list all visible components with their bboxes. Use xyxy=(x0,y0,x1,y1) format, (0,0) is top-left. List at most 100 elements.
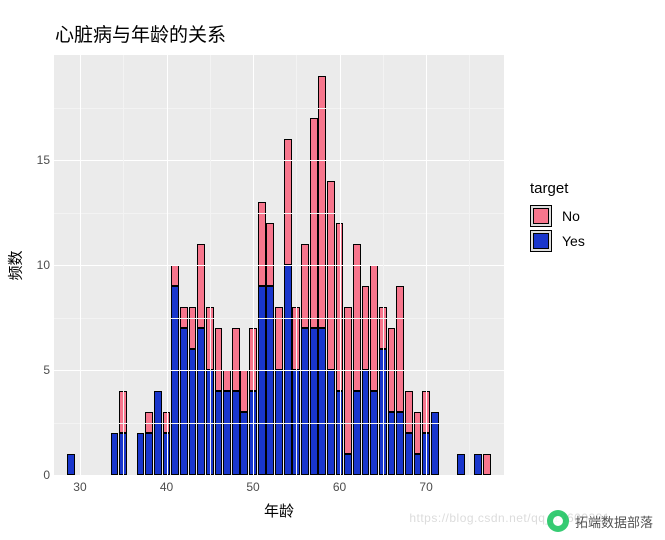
bar-segment-yes xyxy=(232,391,240,475)
bar-segment-no xyxy=(275,307,283,370)
bar-segment-no xyxy=(284,139,292,265)
bar-segment-no xyxy=(405,391,413,433)
bar-segment-no xyxy=(301,244,309,328)
y-tick: 10 xyxy=(32,258,50,272)
bar xyxy=(67,454,75,475)
bar xyxy=(284,139,292,475)
bar-segment-no xyxy=(197,244,205,328)
bar xyxy=(457,454,465,475)
bar xyxy=(474,454,482,475)
x-tick: 50 xyxy=(246,480,259,494)
bar xyxy=(318,76,326,475)
bar-segment-yes xyxy=(258,286,266,475)
bar-segment-yes xyxy=(388,412,396,475)
bar-segment-no xyxy=(171,265,179,286)
bar-segment-no xyxy=(370,265,378,391)
bar xyxy=(301,244,309,475)
x-tick: 70 xyxy=(419,480,432,494)
bar-segment-yes xyxy=(370,391,378,475)
bar xyxy=(258,202,266,475)
bar xyxy=(353,244,361,475)
bar xyxy=(189,307,197,475)
bar-segment-yes xyxy=(396,412,404,475)
legend: target No Yes xyxy=(530,180,585,255)
bar-segment-no xyxy=(310,118,318,328)
bar-segment-no xyxy=(240,370,248,412)
bar-segment-yes xyxy=(171,286,179,475)
legend-swatch-inner-no xyxy=(533,208,549,224)
chart-title: 心脏病与年龄的关系 xyxy=(55,20,226,47)
watermark: 拓端数据部落 xyxy=(547,510,653,532)
y-tick: 15 xyxy=(32,153,50,167)
bar-segment-yes xyxy=(310,328,318,475)
bar-segment-yes xyxy=(145,433,153,475)
bar-segment-no xyxy=(258,202,266,286)
bar-segment-yes xyxy=(197,328,205,475)
watermark-label: 拓端数据部落 xyxy=(575,512,653,531)
bar xyxy=(180,307,188,475)
bar-segment-yes xyxy=(240,412,248,475)
bar-segment-no xyxy=(232,328,240,391)
bar xyxy=(431,412,439,475)
legend-label-no: No xyxy=(562,208,580,224)
bar xyxy=(137,433,145,475)
bar xyxy=(111,433,119,475)
bar-segment-yes xyxy=(67,454,75,475)
bar xyxy=(405,391,413,475)
bar-segment-yes xyxy=(223,391,231,475)
legend-label-yes: Yes xyxy=(562,233,585,249)
bar-segment-yes xyxy=(414,454,422,475)
bar-segment-no xyxy=(362,286,370,370)
bar xyxy=(266,223,274,475)
bar-segment-no xyxy=(189,307,197,349)
legend-item-no: No xyxy=(530,205,585,227)
bar-segment-no xyxy=(266,223,274,286)
bar-segment-yes xyxy=(111,433,119,475)
y-tick: 0 xyxy=(32,468,50,482)
legend-swatch-no xyxy=(530,205,552,227)
bar-segment-yes xyxy=(137,433,145,475)
bar xyxy=(483,454,491,475)
bar-segment-yes xyxy=(189,349,197,475)
bar-segment-yes xyxy=(457,454,465,475)
bar xyxy=(362,286,370,475)
bar-segment-yes xyxy=(353,391,361,475)
x-tick: 40 xyxy=(160,480,173,494)
bar-segment-yes xyxy=(474,454,482,475)
bar xyxy=(215,328,223,475)
bar-segment-no xyxy=(483,454,491,475)
bar-segment-no xyxy=(215,328,223,391)
bar xyxy=(396,286,404,475)
bar-segment-no xyxy=(344,307,352,454)
bar xyxy=(414,412,422,475)
wechat-icon xyxy=(547,510,569,532)
x-tick: 30 xyxy=(73,480,86,494)
plot-panel xyxy=(54,55,504,475)
bar xyxy=(145,412,153,475)
bar xyxy=(275,307,283,475)
legend-title: target xyxy=(530,180,585,197)
bar-segment-no xyxy=(318,76,326,328)
bar-segment-yes xyxy=(215,391,223,475)
bar-segment-yes xyxy=(431,412,439,475)
bar-segment-yes xyxy=(154,391,162,475)
bar xyxy=(310,118,318,475)
bar-segment-yes xyxy=(344,454,352,475)
bar-segment-yes xyxy=(266,286,274,475)
bar xyxy=(327,181,335,475)
bar-segment-no xyxy=(414,412,422,454)
bar-segment-yes xyxy=(405,433,413,475)
bar-segment-no xyxy=(223,370,231,391)
y-axis-label: 频数 xyxy=(5,55,25,475)
bar xyxy=(344,307,352,475)
bar xyxy=(197,244,205,475)
bar-segment-no xyxy=(327,181,335,370)
bar-segment-yes xyxy=(301,328,309,475)
bar xyxy=(154,391,162,475)
bar-segment-yes xyxy=(180,328,188,475)
x-tick: 60 xyxy=(333,480,346,494)
bar-segment-yes xyxy=(318,328,326,475)
legend-item-yes: Yes xyxy=(530,230,585,252)
bar-segment-no xyxy=(396,286,404,412)
bar xyxy=(232,328,240,475)
